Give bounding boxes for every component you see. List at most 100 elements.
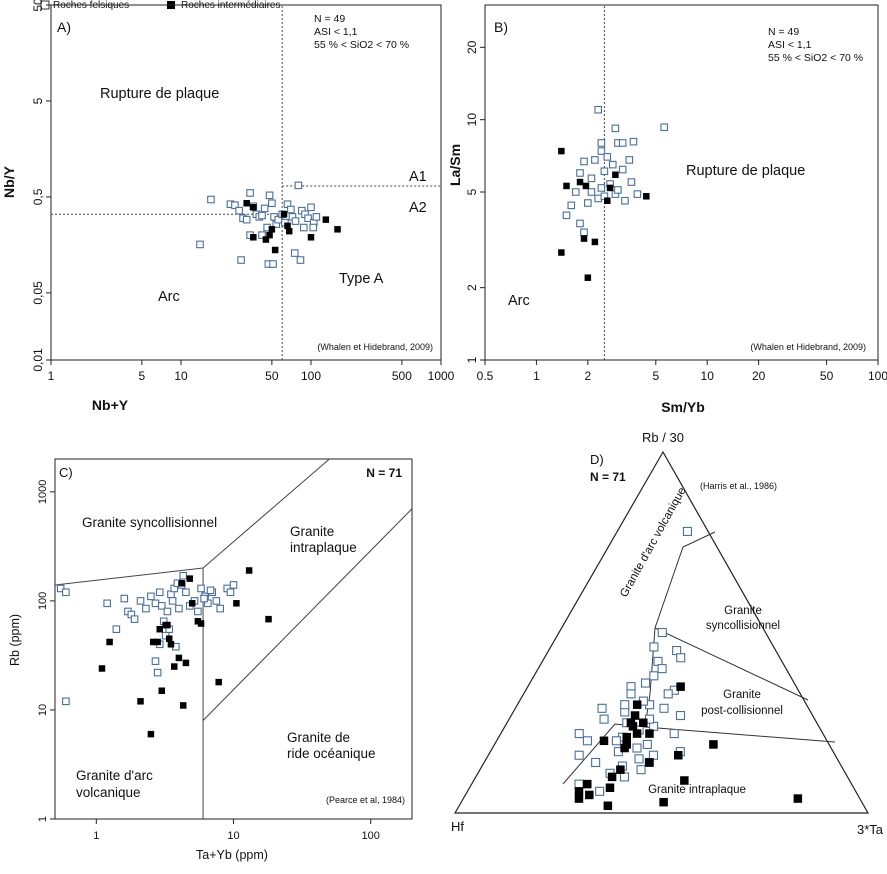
panel-d-tag: D) xyxy=(590,452,604,467)
panel-a-felsic-point xyxy=(207,195,215,204)
panel-c-xtick-label: 100 xyxy=(362,830,380,842)
ternary-felsic-point xyxy=(620,700,630,710)
panel-a-felsic-point xyxy=(307,203,315,212)
panel-b-felsic-point xyxy=(600,167,609,176)
panel-a-felsic-point xyxy=(237,256,245,264)
ternary-felsic-point xyxy=(632,743,642,753)
ternary-field-post-2: post-collisionnel xyxy=(701,705,783,717)
panel-a-felsic-point xyxy=(304,214,312,223)
ternary-felsic-point xyxy=(640,678,651,688)
panel-c-felsic-point xyxy=(62,588,70,597)
ternary-intermediate-point xyxy=(645,758,654,767)
panel-b-felsic-point xyxy=(597,139,606,147)
panel-b-field-rupture: Rupture de plaque xyxy=(686,163,805,179)
panel-a-felsic-point xyxy=(242,215,251,224)
panel-b-felsic-point xyxy=(576,169,584,177)
ternary-felsic-point xyxy=(599,714,609,724)
panel-a-felsic-point xyxy=(290,249,299,257)
panel-c-field-arc-1: Granite d'arc xyxy=(76,768,153,783)
panel-c-felsic-point xyxy=(194,607,202,616)
ternary-felsic-point xyxy=(676,653,686,663)
panel-b-ytick-label: 10 xyxy=(465,113,479,127)
panel-b-felsic-point xyxy=(603,153,612,161)
ternary-felsic-point xyxy=(636,765,646,775)
panel-b-ytick-label: 5 xyxy=(465,188,479,195)
panel-c-xlabel: Ta+Yb (ppm) xyxy=(196,848,268,862)
panel-a-felsic-point xyxy=(291,217,300,225)
ternary-field-arc: Granite d'arc volcanique xyxy=(618,485,688,599)
ternary-felsic-point xyxy=(663,689,673,699)
panel-c-marks: 1 10 100 1 10 100 1000 xyxy=(37,458,413,842)
panel-c-felsic-point xyxy=(112,625,121,634)
panel-a-felsic-point xyxy=(265,191,274,200)
panel-a-xtick-label: 1 xyxy=(48,369,55,383)
panel-b-intermediate-point xyxy=(563,182,570,190)
panel-c-felsic-point xyxy=(168,597,177,605)
ternary-intermediate-point xyxy=(603,801,613,811)
panel-b-xtick-label: 1 xyxy=(533,369,540,383)
panel-c-felsic-point xyxy=(62,697,70,706)
panel-c: C) N = 71 Granite syncollisionnel Granit… xyxy=(8,458,413,862)
ternary-felsic-point xyxy=(574,779,584,789)
panel-c-intermediate-point xyxy=(197,620,205,627)
panel-d-reference: (Harris et al., 1986) xyxy=(700,481,777,491)
panel-b-felsic-point xyxy=(618,165,627,174)
ternary-field-intraplaque: Granite intraplaque xyxy=(648,784,746,796)
panel-c-felsic-point xyxy=(175,604,183,613)
panel-a-felsic-point xyxy=(296,256,305,264)
panel-c-intermediate-point xyxy=(182,659,190,667)
panel-c-boundary xyxy=(202,508,413,721)
panel-a-frame xyxy=(50,4,442,361)
panel-c-intermediate-point xyxy=(165,635,173,642)
panel-c-felsic-point xyxy=(103,599,111,608)
panel-b-tag: B) xyxy=(494,19,508,35)
panel-a-xtick-label: 50 xyxy=(265,369,279,383)
ternary-intermediate-point xyxy=(605,783,615,792)
panel-b-felsic-point xyxy=(580,157,588,166)
panel-b-intermediate-point xyxy=(606,184,614,192)
panel-b-intermediate-point xyxy=(612,171,619,178)
panel-c-ytick-label: 10 xyxy=(37,704,49,716)
panel-c-felsic-point xyxy=(206,586,215,595)
ternary-felsic-point xyxy=(634,754,644,764)
panel-b-intermediate-point xyxy=(576,178,584,186)
panel-c-reference: (Pearce et al, 1984) xyxy=(326,795,405,805)
panel-c-intermediate-point xyxy=(98,665,106,672)
panel-c-intermediate-point xyxy=(149,638,157,646)
panel-c-field-ride-1: Granite de xyxy=(287,730,350,745)
ternary-felsic-point xyxy=(682,526,693,536)
panel-b-felsic-point xyxy=(587,188,596,196)
panel-c-field-intraplaque-2: intraplaque xyxy=(290,540,357,555)
ternary-felsic-point xyxy=(649,642,659,652)
panel-b-felsic-point xyxy=(562,211,571,220)
panel-a-intermediate-point xyxy=(280,211,288,218)
panel-b-stat-sio2: 55 % < SiO2 < 70 % xyxy=(768,52,863,64)
panel-c-intermediate-point xyxy=(154,638,161,646)
panel-b-felsic-point xyxy=(625,156,634,164)
ternary-felsic-point xyxy=(574,750,584,760)
panel-a-felsic-point xyxy=(268,199,276,208)
panel-a-felsic-point xyxy=(312,213,321,221)
panel-c-xtick-label: 10 xyxy=(227,830,239,842)
ternary-intermediate-point xyxy=(628,722,638,731)
panel-c-felsic-point xyxy=(151,599,160,608)
panel-a-ylabel: Nb/Y xyxy=(1,165,17,198)
panel-b-felsic-point xyxy=(627,178,636,186)
panel-c-intermediate-point xyxy=(156,625,163,633)
panel-c-felsic-point xyxy=(226,588,235,597)
panel-c-intermediate-point xyxy=(137,698,144,705)
panel-a-ytick-label: 0,01 xyxy=(31,348,45,372)
ternary-intermediate-point xyxy=(620,743,629,753)
panel-a-felsic-point xyxy=(299,223,308,232)
panel-b-marks: 0.5 1 2 5 10 20 50 100 1 2 5 10 20 xyxy=(465,5,887,383)
panel-a-felsic-point xyxy=(246,189,254,197)
panel-a-field-arc: Arc xyxy=(158,289,180,305)
panel-c-intermediate-point xyxy=(186,575,194,582)
panel-a-felsic-point xyxy=(309,223,318,232)
panel-c-felsic-point xyxy=(179,571,188,580)
ternary-intermediate-point xyxy=(607,772,617,782)
panel-a-felsic-point xyxy=(294,181,303,190)
panel-a-xtick-label: 5 xyxy=(139,369,146,383)
ternary-intermediate-point xyxy=(632,700,642,709)
panel-b-intermediate-point xyxy=(582,182,590,190)
